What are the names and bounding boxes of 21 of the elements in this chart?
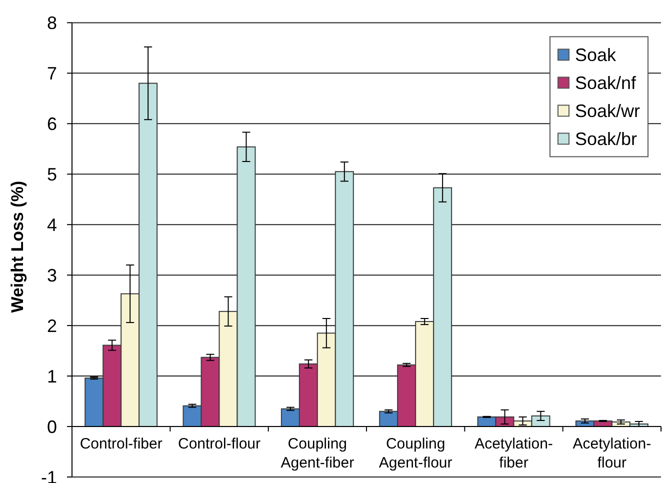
y-tick-label: 0 — [46, 416, 57, 437]
legend-label: Soak — [574, 45, 618, 65]
legend-label: Soak/br — [574, 129, 638, 149]
x-tick-label: Acetylation-flour — [572, 436, 652, 472]
x-tick-label: Acetylation-fiber — [474, 436, 553, 472]
y-tick-label: 4 — [46, 214, 57, 235]
y-tick-label: -1 — [40, 467, 57, 483]
x-tick-label: Control-fiber — [80, 436, 162, 453]
y-tick-label: 3 — [46, 265, 57, 286]
y-tick-label: 6 — [46, 114, 57, 134]
x-tick-label: Coupling Agent-flour — [378, 436, 452, 472]
y-axis-title: Weight Loss (%) — [8, 180, 27, 313]
x-tick-label: Control-flour — [178, 436, 261, 453]
y-tick-label: 8 — [46, 13, 57, 33]
y-tick-label: 7 — [46, 63, 57, 84]
y-tick-label: 2 — [46, 316, 57, 336]
legend-label: Soak/wr — [574, 101, 640, 121]
legend-label: Soak/nf — [574, 73, 638, 93]
y-tick-label: 1 — [46, 366, 57, 386]
x-tick-label: Coupling Agent-fiber — [280, 436, 354, 472]
y-tick-label: 5 — [46, 164, 57, 184]
